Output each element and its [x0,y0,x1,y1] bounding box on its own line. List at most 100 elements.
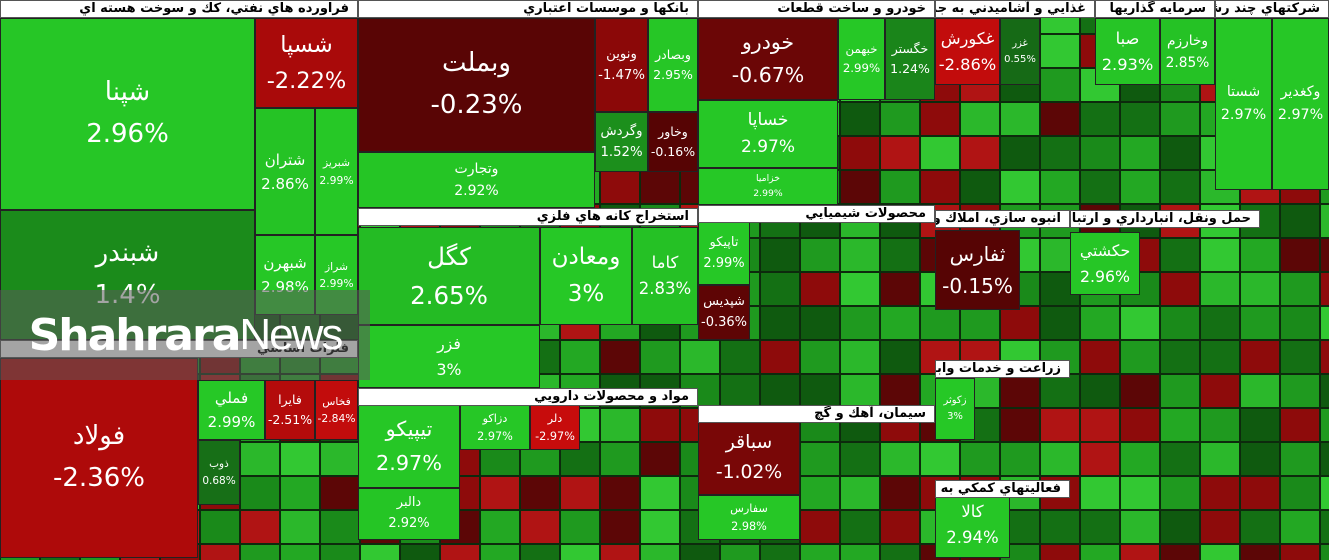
background-tile [1320,476,1329,510]
sector-title: مواد و محصولات دارويي [358,388,698,406]
stock-change: -2.84% [317,412,356,425]
background-tile [800,306,840,340]
background-tile [720,374,760,408]
background-tile [760,544,800,560]
stock-tile: ثفارس -0.15% [935,230,1020,310]
stock-name: وتجارت [454,160,499,177]
background-tile [1280,340,1320,374]
background-tile [960,306,1000,340]
stock-change: 3% [947,411,963,422]
sector-title: انبوه سازي، املاك و مستغلات [935,210,1070,228]
background-tile [1000,102,1040,136]
background-tile [840,102,880,136]
background-tile [800,340,840,374]
background-tile [200,510,240,544]
stock-change: -1.02% [715,461,783,483]
stock-name: شسپا [280,32,333,58]
stock-name: تيپيكو [385,417,433,442]
stock-tile: فزر 3% [358,325,540,388]
background-tile [840,442,880,476]
background-tile [840,272,880,306]
background-tile [1200,408,1240,442]
stock-name: خساپا [747,109,789,130]
background-tile [520,544,560,560]
background-tile [1280,374,1320,408]
background-tile [1160,544,1200,560]
background-tile [1080,102,1120,136]
background-tile [1000,170,1040,204]
background-tile [880,136,920,170]
background-tile [880,544,920,560]
background-tile [1080,136,1120,170]
background-tile [1240,238,1280,272]
background-tile [1160,136,1200,170]
stock-change: 1.52% [600,145,643,160]
stock-change: -0.67% [731,63,805,87]
stock-tile: فايرا -2.51% [265,380,315,440]
background-tile [1160,272,1200,306]
stock-change: -0.15% [942,274,1013,298]
background-tile [1280,408,1320,442]
background-tile [600,476,640,510]
stock-name: فملي [214,389,249,407]
background-tile [760,340,800,374]
background-tile [760,306,800,340]
stock-name: حكشتي [1079,241,1131,261]
stock-name: غكورش [940,28,995,48]
stock-change: 3% [567,281,605,307]
stock-name: فزر [437,334,461,354]
stock-name: غزر [1012,37,1028,49]
sector-title: زراعت و خدمات وابسته [935,360,1070,378]
background-tile [360,544,400,560]
background-tile [320,544,360,560]
stock-tile: حكشتي 2.96% [1070,232,1140,295]
background-tile [320,442,360,476]
sector-title: غذايي و آشاميدني به جز قند و شكر [935,0,1095,18]
background-tile [880,340,920,374]
background-tile [1280,204,1320,238]
sector-title: فراورده هاي نفتي، كك و سوخت هسته اي [0,0,358,18]
stock-change: -0.16% [650,144,696,159]
stock-name: شستا [1226,84,1261,101]
stock-name: شپنا [104,77,151,108]
background-tile [1320,306,1329,340]
stock-tile: وخارزم 2.85% [1160,18,1215,85]
sector-title: شركتهاي چند رشته اي صنعتي [1215,0,1329,18]
background-tile [1160,408,1200,442]
background-tile [1160,442,1200,476]
background-tile [1240,272,1280,306]
stock-change: 2.93% [1101,54,1154,74]
background-tile [800,238,840,272]
stock-name: شبريز [322,156,351,170]
stock-tile: شسپا -2.22% [255,18,358,108]
stock-name: ثفارس [949,242,1006,266]
background-tile [1080,476,1120,510]
watermark-bold: Shahrara [28,309,242,361]
stock-change: 2.99% [207,413,256,431]
background-tile [1200,442,1240,476]
stock-change: 1.24% [890,61,930,76]
background-tile [560,476,600,510]
stock-tile: غزر 0.55% [1000,18,1040,85]
background-tile [520,476,560,510]
background-tile [800,544,840,560]
background-tile [960,442,1000,476]
stock-name: شراز [324,259,349,273]
stock-tile: خساپا 2.97% [698,100,838,168]
background-tile [880,170,920,204]
background-tile [1280,544,1320,560]
stock-tile: دلر -2.97% [530,405,580,450]
stock-tile: كگل 2.65% [358,227,540,325]
stock-name: وخاور [658,124,688,139]
stock-change: 2.97% [477,429,513,443]
background-tile [960,136,1000,170]
stock-tile: شستا 2.97% [1215,18,1272,190]
stock-name: فولاد [72,421,126,452]
background-tile [600,442,640,476]
background-tile [760,238,800,272]
background-tile [840,136,880,170]
stock-name: زكوثر [943,395,967,406]
stock-tile: شپديس -0.36% [698,285,750,340]
background-tile [880,476,920,510]
